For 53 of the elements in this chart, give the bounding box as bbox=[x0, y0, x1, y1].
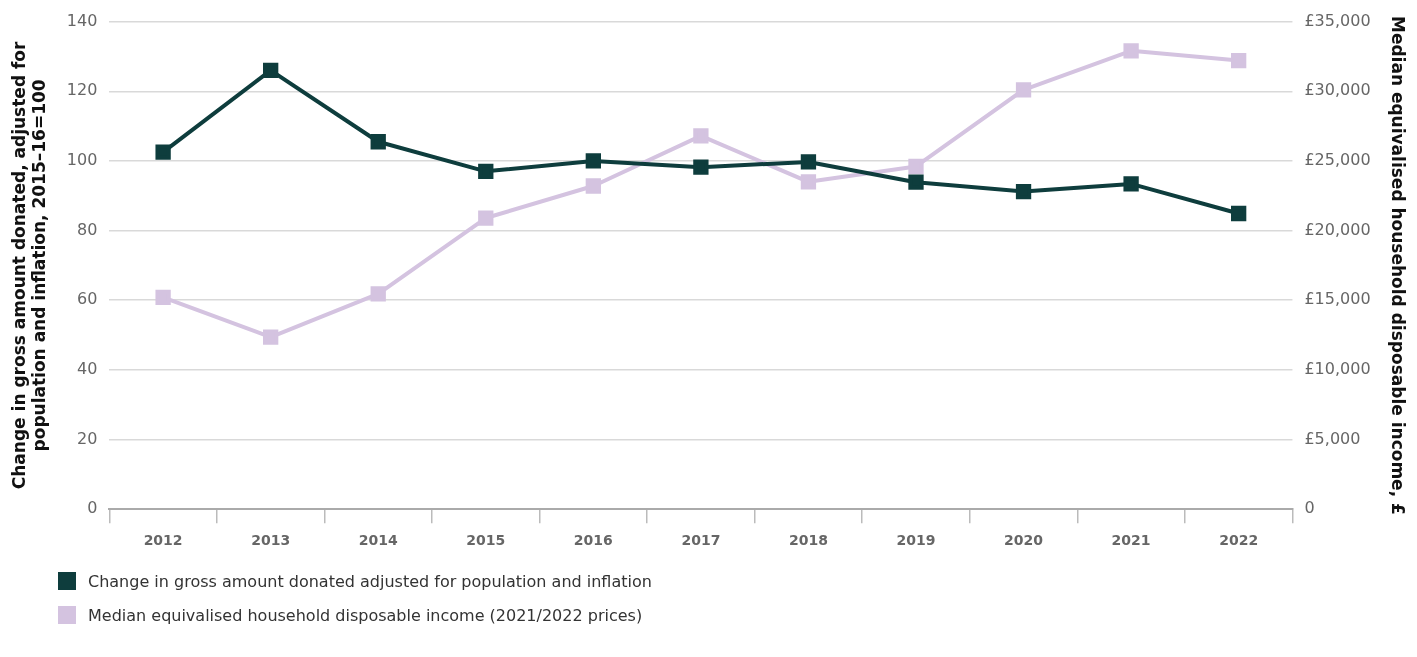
y-tick-label: 100 bbox=[66, 150, 98, 170]
y2-tick-label: 0 bbox=[1304, 498, 1315, 518]
x-tick-label: 2018 bbox=[788, 532, 828, 549]
point bbox=[585, 153, 601, 169]
point bbox=[693, 128, 709, 144]
point bbox=[1231, 52, 1247, 69]
x-tick-label: 2014 bbox=[358, 532, 398, 549]
y2-tick-label: £25,000 bbox=[1304, 150, 1371, 170]
y-tick-label: 0 bbox=[87, 498, 98, 518]
point bbox=[800, 154, 817, 170]
y2-tick-label: £20,000 bbox=[1304, 219, 1371, 239]
y-tick-label: 60 bbox=[76, 289, 98, 309]
point bbox=[1015, 183, 1032, 200]
y2-tick-label: £5,000 bbox=[1304, 428, 1361, 448]
point bbox=[155, 289, 171, 306]
point bbox=[478, 163, 494, 180]
point bbox=[585, 178, 601, 194]
point bbox=[155, 144, 171, 160]
y2-tick-label: £10,000 bbox=[1304, 359, 1371, 379]
x-tick-label: 2019 bbox=[896, 532, 936, 549]
point bbox=[1123, 176, 1139, 192]
y-tick-label: 120 bbox=[66, 80, 98, 100]
x-tick-label: 2022 bbox=[1219, 532, 1259, 549]
x-tick-label: 2015 bbox=[466, 532, 506, 549]
y-tick-label: 140 bbox=[66, 10, 98, 30]
x-tick-label: 2013 bbox=[251, 532, 291, 549]
point bbox=[1123, 43, 1139, 59]
legend-label: Median equivalised household disposable income (2021/2022 prices) bbox=[88, 605, 643, 625]
y-axis-title: Change in gross amount donated, adjusted for population and inflation, 2015–16=100 bbox=[8, 40, 50, 490]
x-tick-label: 2016 bbox=[573, 532, 613, 549]
y2-tick-label: £15,000 bbox=[1304, 289, 1371, 309]
x-tick-label: 2017 bbox=[681, 532, 721, 549]
point bbox=[370, 134, 386, 150]
y-tick-label: 20 bbox=[76, 428, 98, 448]
y-tick-label: 40 bbox=[76, 359, 98, 379]
y2-tick-label: £30,000 bbox=[1304, 80, 1371, 100]
point bbox=[478, 210, 494, 226]
point bbox=[263, 62, 279, 79]
point bbox=[908, 174, 924, 190]
point bbox=[1231, 205, 1247, 222]
x-tick-label: 2021 bbox=[1111, 532, 1151, 549]
point bbox=[263, 329, 279, 345]
point bbox=[693, 159, 709, 175]
x-tick-label: 2012 bbox=[143, 532, 183, 549]
y2-axis-title: Median equivalised household disposable income, £ bbox=[1388, 15, 1409, 515]
point bbox=[1015, 82, 1032, 98]
point bbox=[370, 286, 386, 302]
y2-tick-label: £35,000 bbox=[1304, 10, 1371, 30]
point bbox=[800, 174, 817, 190]
legend-label: Change in gross amount donated adjusted for population and inflation bbox=[88, 571, 652, 591]
y-tick-label: 80 bbox=[76, 219, 98, 239]
point bbox=[908, 158, 924, 175]
x-tick-label: 2020 bbox=[1004, 532, 1044, 549]
